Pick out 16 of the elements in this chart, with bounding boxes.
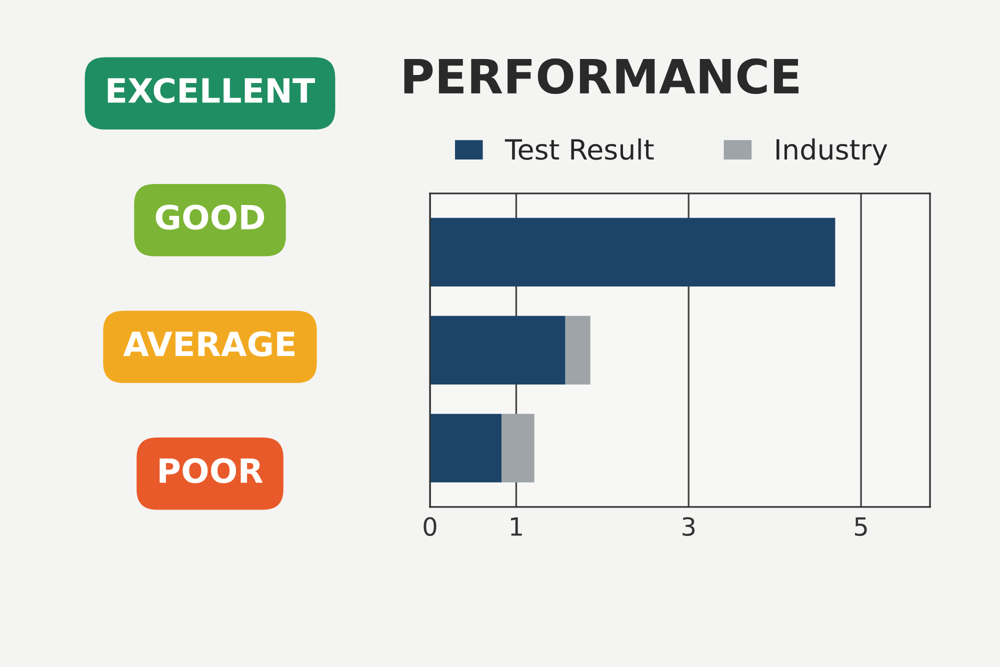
legend-label: Industry: [776, 138, 888, 166]
x-tick-label: 3: [682, 517, 695, 536]
legend-label: Test Result: [504, 138, 654, 160]
x-tick-label: 1: [511, 517, 522, 536]
bar: [430, 414, 502, 482]
text: GOOD: [156, 204, 264, 230]
bar: [430, 316, 566, 384]
x-tick-label: 5: [855, 517, 867, 536]
text: EXCELLENT: [108, 78, 316, 104]
bar: [430, 218, 836, 286]
x-tick-label: 0: [424, 517, 436, 536]
bar: [502, 414, 534, 482]
chart-title: PERFORMANCE: [404, 58, 799, 94]
text: AVERAGE: [123, 331, 294, 357]
text: POOR: [160, 458, 263, 484]
bar: [565, 316, 590, 384]
